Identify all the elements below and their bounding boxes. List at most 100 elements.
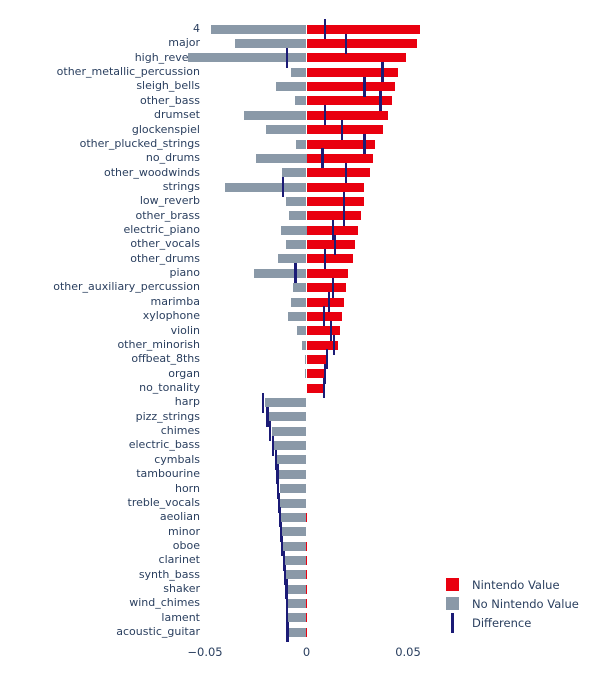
difference-tick: [285, 593, 289, 614]
difference-tick: [285, 47, 289, 68]
difference-tick: [340, 119, 344, 140]
category-label: no_drums: [145, 151, 200, 165]
difference-tick: [363, 76, 366, 97]
difference-tick: [333, 234, 337, 255]
no-nintendo-value-bar: [235, 39, 307, 49]
nintendo-value-bar: [306, 82, 395, 92]
category-label: cymbals: [154, 452, 200, 466]
category-label: piano: [169, 266, 200, 280]
no-nintendo-value-bar: [255, 153, 307, 163]
nintendo-value-bar: [306, 96, 392, 106]
nintendo-value-bar: [306, 254, 354, 264]
nintendo-value-bar: [306, 110, 388, 120]
no-nintendo-value-bar: [278, 254, 307, 264]
category-label: drumset: [153, 108, 200, 122]
difference-tick: [285, 607, 289, 628]
no-nintendo-value-bar: [291, 67, 307, 77]
legend-item-no-nintendo-value: No Nintendo Value: [446, 594, 579, 613]
category-label: lament: [161, 610, 200, 624]
category-label: major: [168, 36, 200, 50]
category-label: sleigh_bells: [136, 79, 200, 93]
category-label: glockenspiel: [131, 122, 200, 136]
gray-square-icon: [446, 597, 459, 610]
difference-tick: [323, 248, 327, 269]
nintendo-value-bar: [306, 125, 383, 135]
difference-tick: [282, 550, 286, 571]
difference-tick: [283, 564, 287, 585]
no-nintendo-value-bar: [291, 297, 307, 307]
no-nintendo-value-bar: [253, 268, 307, 278]
nintendo-value-bar: [306, 182, 365, 192]
no-nintendo-value-bar: [279, 469, 307, 479]
no-nintendo-value-bar: [286, 240, 307, 250]
difference-tick: [261, 392, 265, 413]
category-label: other_drums: [130, 251, 200, 265]
no-nintendo-value-bar: [282, 541, 307, 551]
no-nintendo-value-bar: [282, 168, 307, 178]
no-nintendo-value-bar: [280, 512, 307, 522]
category-label: treble_vocals: [127, 495, 200, 509]
legend-item-difference: Difference: [446, 612, 579, 633]
no-nintendo-value-bar: [281, 225, 307, 235]
no-nintendo-value-bar: [295, 96, 307, 106]
category-label: low_reverb: [139, 194, 200, 208]
nintendo-value-bar: [306, 153, 374, 163]
nintendo-value-bar: [306, 297, 345, 307]
category-label: acoustic_guitar: [116, 625, 200, 639]
category-label: electric_bass: [128, 438, 200, 452]
nintendo-value-bar: [306, 268, 349, 278]
nintendo-value-bar: [306, 354, 328, 364]
category-label: chimes: [160, 424, 200, 438]
difference-tick: [342, 205, 346, 226]
no-nintendo-value-bar: [264, 398, 307, 408]
no-nintendo-value-bar: [305, 354, 307, 364]
category-label: other_auxiliary_percussion: [53, 280, 200, 294]
category-label: violin: [170, 323, 200, 337]
difference-tick: [379, 90, 382, 111]
no-nintendo-value-bar: [271, 426, 307, 436]
no-nintendo-value-bar: [274, 441, 307, 451]
category-label: other_bass: [140, 93, 200, 107]
difference-tick: [285, 579, 288, 600]
x-axis-tick-label: 0: [302, 645, 311, 659]
difference-tick: [344, 33, 348, 54]
no-nintendo-value-bar: [286, 197, 307, 206]
difference-tick: [286, 622, 289, 643]
nintendo-value-bar: [306, 139, 375, 149]
nintendo-value-bar: [306, 39, 418, 49]
nintendo-value-bar: [306, 197, 365, 206]
category-label: synth_bass: [138, 567, 200, 581]
difference-tick: [331, 220, 335, 241]
difference-tick: [268, 421, 272, 442]
nintendo-value-bar: [306, 326, 340, 336]
no-nintendo-value-bar: [243, 110, 307, 120]
legend: Nintendo Value No Nintendo Value Differe…: [446, 575, 579, 633]
difference-tick: [274, 449, 278, 470]
difference-tick: [381, 62, 384, 83]
category-label: other_metallic_percussion: [56, 65, 200, 79]
no-nintendo-value-bar: [285, 570, 307, 580]
no-nintendo-value-bar: [225, 182, 307, 192]
red-square-icon: [446, 578, 459, 591]
no-nintendo-value-bar: [287, 613, 307, 623]
no-nintendo-value-bar: [297, 326, 307, 336]
category-label: other_vocals: [130, 237, 200, 251]
nintendo-value-bar: [306, 340, 338, 350]
no-nintendo-value-bar: [211, 24, 307, 34]
difference-tick: [323, 19, 327, 40]
difference-tick: [322, 306, 325, 327]
difference-tick: [278, 507, 282, 528]
category-label: no_tonality: [139, 381, 200, 394]
category-label: other_plucked_strings: [79, 136, 200, 150]
difference-tick: [342, 191, 346, 212]
category-label: high_reverb: [134, 50, 200, 64]
difference-tick: [271, 435, 275, 456]
no-nintendo-value-bar: [288, 627, 307, 637]
no-nintendo-value-bar: [284, 556, 307, 565]
no-nintendo-value-bar: [276, 82, 307, 92]
category-label: pizz_strings: [135, 409, 200, 423]
category-label: aeolian: [159, 510, 200, 524]
difference-tick: [323, 363, 327, 384]
difference-tick: [279, 521, 283, 542]
difference-tick: [363, 134, 366, 155]
